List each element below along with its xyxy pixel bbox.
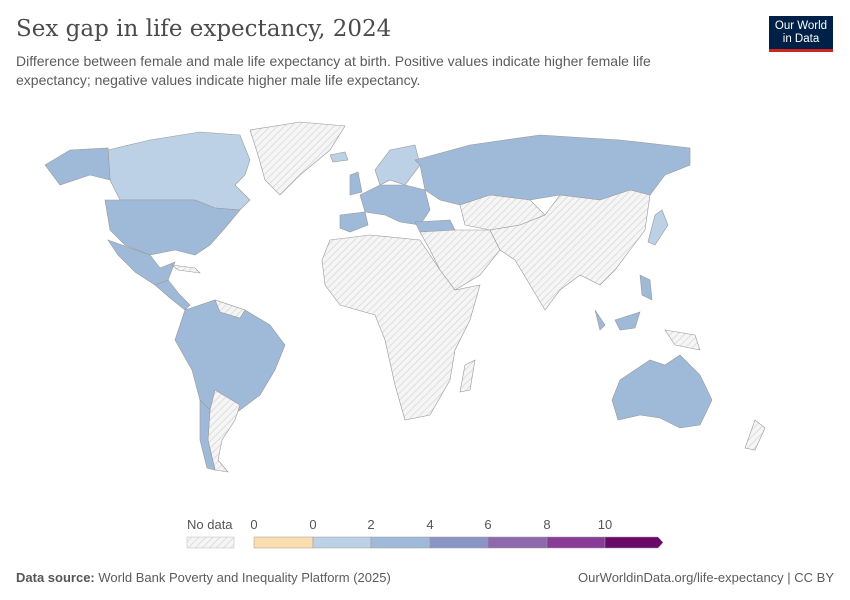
legend-bin-6 (604, 536, 664, 549)
country-iceland[interactable] (329, 151, 349, 163)
legend-bin-1 (312, 536, 372, 549)
legend-tick: 10 (598, 517, 612, 532)
country-usa[interactable] (104, 199, 241, 256)
region-indonesia[interactable] (594, 309, 641, 331)
region-asia[interactable] (489, 189, 651, 311)
data-source: Data source: World Bank Poverty and Ineq… (16, 570, 391, 585)
legend-bin-2 (370, 536, 431, 549)
region-central-america[interactable] (154, 279, 191, 311)
chart-title: Sex gap in life expectancy, 2024 (16, 16, 392, 42)
region-new-guinea[interactable] (664, 329, 701, 351)
legend-tick: 4 (426, 517, 433, 532)
country-madagascar[interactable] (459, 359, 476, 393)
chart-subtitle: Difference between female and male life … (16, 53, 651, 88)
country-greenland[interactable] (249, 121, 346, 196)
country-alaska[interactable] (44, 147, 111, 186)
country-chile[interactable] (199, 399, 216, 471)
region-europe[interactable] (359, 184, 431, 226)
country-iberia[interactable] (339, 211, 369, 233)
data-source-label: Data source: (16, 570, 95, 585)
footer-url[interactable]: OurWorldinData.org/life-expectancy | CC … (577, 570, 834, 585)
legend-tick: 6 (484, 517, 491, 532)
data-source-text[interactable]: World Bank Poverty and Inequality Platfo… (98, 570, 391, 585)
country-australia[interactable] (611, 354, 713, 429)
legend-no-data-swatch (186, 536, 235, 549)
country-japan[interactable] (647, 209, 669, 246)
country-uk[interactable] (349, 171, 363, 196)
world-map (44, 121, 766, 473)
region-middle-east[interactable] (419, 229, 501, 291)
legend-tick: 0 (250, 517, 257, 532)
country-cuba[interactable] (171, 264, 201, 274)
legend-bin-3 (429, 536, 489, 549)
country-philippines[interactable] (639, 274, 653, 301)
legend-tick: 2 (367, 517, 374, 532)
legend-bin-0 (253, 536, 314, 549)
legend-bin-5 (546, 536, 606, 549)
country-new-zealand[interactable] (744, 419, 766, 451)
region-africa[interactable] (321, 234, 481, 421)
legend-bin-4 (487, 536, 548, 549)
region-guianas[interactable] (214, 299, 246, 319)
legend-tick: 8 (543, 517, 550, 532)
legend-tick: 0 (309, 517, 316, 532)
owid-logo[interactable]: Our World in Data (769, 16, 833, 52)
legend-no-data-label: No data (187, 517, 233, 532)
region-scandinavia[interactable] (374, 144, 421, 186)
country-canada[interactable] (107, 131, 251, 211)
